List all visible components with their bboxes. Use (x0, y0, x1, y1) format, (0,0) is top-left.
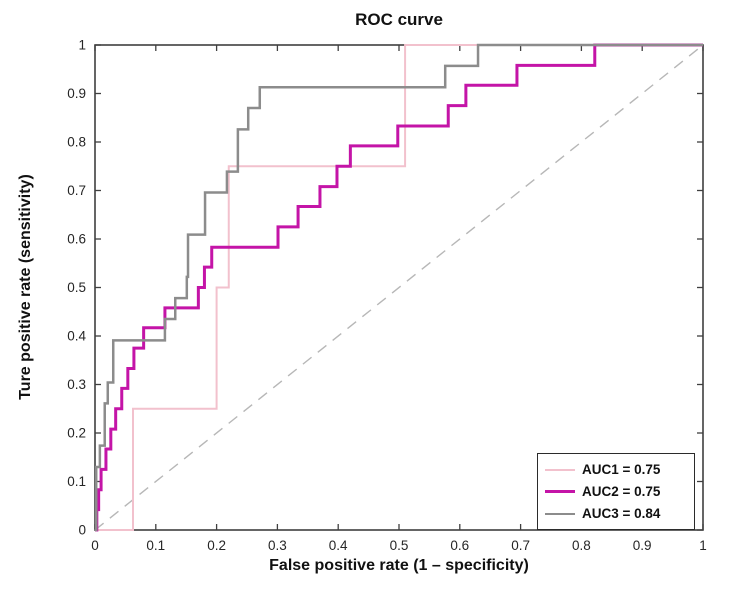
x-tick-label: 1 (699, 538, 707, 553)
x-tick-label: 0.3 (268, 538, 287, 553)
legend-label-auc2: AUC2 = 0.75 (582, 484, 661, 499)
chart-title: ROC curve (355, 10, 443, 29)
y-tick-label: 0.5 (67, 280, 86, 295)
x-axis-label: False positive rate (1 – specificity) (269, 557, 529, 574)
y-tick-label: 0.4 (67, 329, 86, 344)
roc-curve-3 (94, 43, 703, 532)
y-tick-label: 0.3 (67, 377, 86, 392)
legend-line-swatch-auc1 (545, 468, 575, 471)
y-tick-label: 0.1 (67, 474, 86, 489)
legend-item-auc3: AUC3 = 0.84 (545, 504, 686, 523)
x-tick-label: 0.8 (572, 538, 591, 553)
legend-line-swatch-auc3 (545, 512, 575, 515)
legend: AUC1 = 0.75 AUC2 = 0.75 AUC3 = 0.84 (537, 453, 695, 530)
chance-diagonal (94, 44, 704, 531)
y-tick-label: 0.8 (67, 135, 86, 150)
x-tick-label: 0.1 (146, 538, 165, 553)
x-tick-label: 0.4 (329, 538, 348, 553)
legend-item-auc1: AUC1 = 0.75 (545, 460, 686, 479)
x-tick-label: 0.9 (633, 538, 652, 553)
y-axis-label: Ture positive rate (sensitivity) (17, 174, 34, 400)
y-tick-label: 0.6 (67, 232, 86, 247)
legend-item-auc2: AUC2 = 0.75 (545, 482, 686, 501)
y-tick-label: 1 (78, 38, 86, 53)
legend-label-auc3: AUC3 = 0.84 (582, 506, 661, 521)
roc-curve-1 (95, 44, 703, 531)
x-tick-label: 0.5 (390, 538, 409, 553)
y-tick-label: 0 (78, 523, 86, 538)
y-tick-label: 0.7 (67, 183, 86, 198)
roc-curve-2 (95, 43, 703, 532)
y-tick-label: 0.2 (67, 426, 86, 441)
x-tick-label: 0.7 (511, 538, 530, 553)
legend-line-swatch-auc2 (545, 490, 575, 493)
y-tick-label: 0.9 (67, 86, 86, 101)
x-tick-label: 0.2 (207, 538, 226, 553)
legend-label-auc1: AUC1 = 0.75 (582, 462, 661, 477)
x-tick-label: 0 (91, 538, 99, 553)
x-tick-label: 0.6 (450, 538, 469, 553)
